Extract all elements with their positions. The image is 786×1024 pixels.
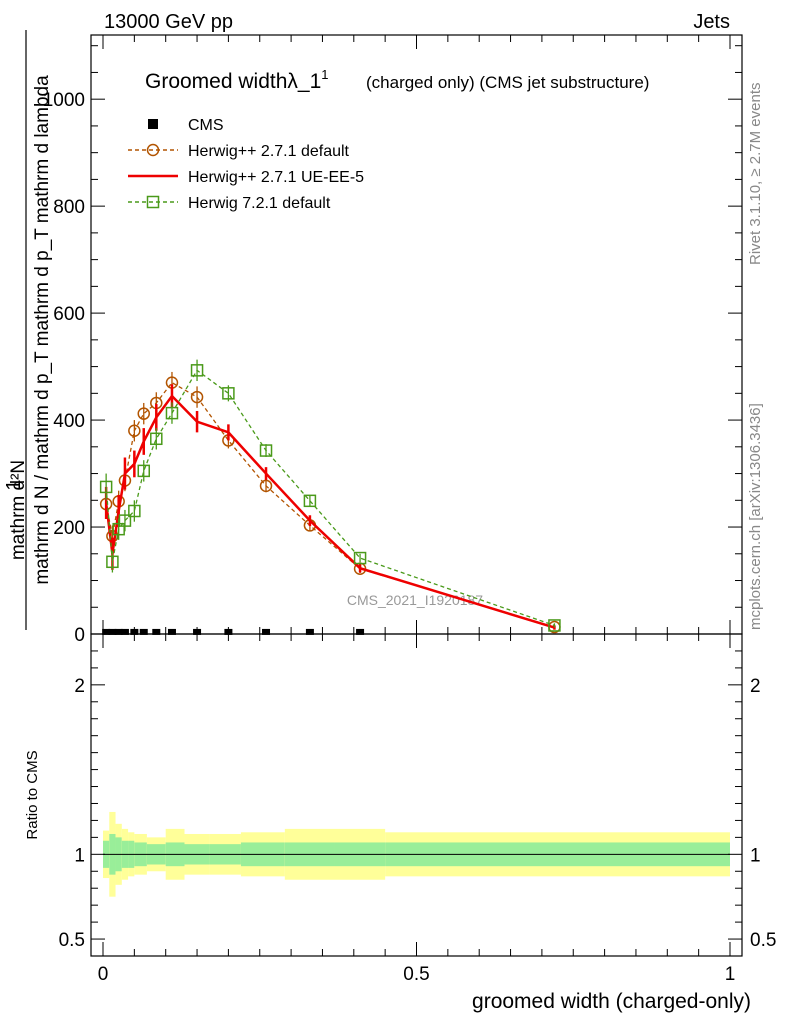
ratio-y-tick-label: 1 — [74, 845, 85, 866]
ratio-x-tick-label: 1 — [725, 964, 736, 985]
mcplots-label: mcplots.cern.ch [arXiv:1306.3436] — [747, 403, 764, 630]
cms-data-point — [120, 628, 129, 635]
legend-marker-herwigpp-default — [146, 143, 160, 157]
ratio-y-tick-label-right: 0.5 — [750, 930, 776, 951]
main-series-layer — [99, 359, 561, 634]
series-0-point — [137, 407, 151, 420]
ratio-y-tick-label: 2 — [74, 676, 85, 697]
rivet-version-label: Rivet 3.1.10, ≥ 2.7M events — [747, 83, 764, 266]
x-axis-label: groomed width (charged-only) — [472, 990, 751, 1013]
y-label-numerator: mathrm d²N — [8, 460, 29, 560]
plot-title: Groomed widthλ_11 — [145, 67, 329, 93]
legend-label-herwig7-default: Herwig 7.2.1 default — [188, 195, 331, 212]
main-y-tick-label: 200 — [53, 518, 85, 539]
series-2-point — [353, 551, 367, 565]
ratio-y-axis: 0.5 0.5 1 1 2 2 — [59, 650, 776, 951]
ratio-x-tick-label: 0.5 — [403, 964, 429, 985]
y-label-denominator: mathrm d N / mathrm d p_T mathrm d p_T m… — [32, 75, 53, 585]
legend-label-herwigpp-ueee5: Herwig++ 2.7.1 UE-EE-5 — [188, 169, 364, 186]
cms-data-point — [356, 628, 365, 635]
ratio-plot-frame — [90, 633, 743, 957]
plot-subtitle: (charged only) (CMS jet substructure) — [366, 73, 649, 92]
series-0-point — [259, 479, 273, 493]
cms-data-point — [152, 628, 161, 635]
ratio-y-tick-label: 0.5 — [59, 930, 85, 951]
main-y-tick-label: 0 — [74, 625, 85, 646]
series-2-point — [128, 504, 141, 518]
legend-label-herwigpp-default: Herwig++ 2.7.1 default — [188, 143, 350, 160]
plot-title-main: Groomed widthλ_1 — [145, 70, 321, 93]
ratio-x-axis: 0 0.5 1 — [98, 634, 736, 985]
main-x-ticks — [102, 35, 731, 634]
legend-marker-cms — [148, 119, 158, 129]
ratio-panel: 0.5 0.51 12 2 0 0.5 1 Ratio to CMS groomed wi… — [24, 633, 776, 1013]
cms-data-layer — [102, 628, 365, 635]
series-2-point — [190, 364, 204, 377]
series-line-1 — [104, 394, 555, 629]
series-2-point — [137, 464, 151, 478]
header-left-label: 13000 GeV pp — [104, 11, 233, 33]
series-2-point — [259, 444, 273, 457]
main-y-tick-label: 400 — [53, 411, 85, 432]
series-2-point — [548, 619, 561, 632]
series-2-point — [99, 480, 113, 494]
ratio-y-tick-label-right: 1 — [750, 845, 761, 866]
series-2-point — [303, 494, 317, 508]
cms-data-point — [130, 628, 139, 635]
cms-data-point — [114, 628, 123, 635]
series-2-point — [222, 387, 235, 400]
series-2-point — [165, 406, 179, 420]
legend-marker-herwig7-default — [146, 195, 160, 209]
main-y-axis-label: 1 mathrm d²N mathrm d N / mathrm d p_T m… — [3, 30, 53, 630]
series-2-point — [150, 432, 163, 446]
cms-data-point — [139, 628, 148, 635]
ratio-y-axis-label: Ratio to CMS — [24, 750, 41, 839]
series-2-point — [112, 522, 125, 536]
series-0-point — [190, 390, 204, 404]
main-y-tick-label: 600 — [53, 304, 85, 325]
ratio-x-tick-label: 0 — [98, 964, 109, 985]
cms-data-point — [305, 628, 314, 635]
cms-data-point — [108, 628, 117, 635]
series-2-point — [106, 555, 119, 569]
main-y-tick-label: 1000 — [43, 90, 85, 111]
series-0-point — [128, 424, 141, 438]
cms-data-point — [193, 628, 202, 635]
legend-label-cms: CMS — [188, 117, 224, 134]
cms-data-point — [224, 628, 233, 635]
plot-title-sup: 1 — [321, 67, 328, 82]
cms-data-point — [167, 628, 176, 635]
legend: CMS Herwig++ 2.7.1 default Herwig++ 2.7.… — [128, 117, 364, 212]
series-line-2 — [105, 369, 555, 627]
series-2-point — [118, 514, 132, 527]
cms-data-point — [102, 628, 111, 635]
y-label-one: 1 — [3, 479, 25, 490]
cms-data-point — [262, 628, 271, 635]
ratio-y-tick-label-right: 2 — [750, 676, 761, 697]
main-y-tick-label: 800 — [53, 197, 85, 218]
header-right-label: Jets — [693, 11, 730, 33]
main-y-axis: 0 200 400 600 800 1000 — [43, 45, 742, 646]
